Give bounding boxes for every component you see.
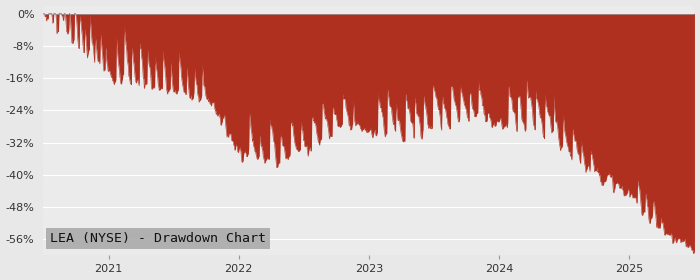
Text: LEA (NYSE) - Drawdown Chart: LEA (NYSE) - Drawdown Chart [50, 232, 266, 246]
